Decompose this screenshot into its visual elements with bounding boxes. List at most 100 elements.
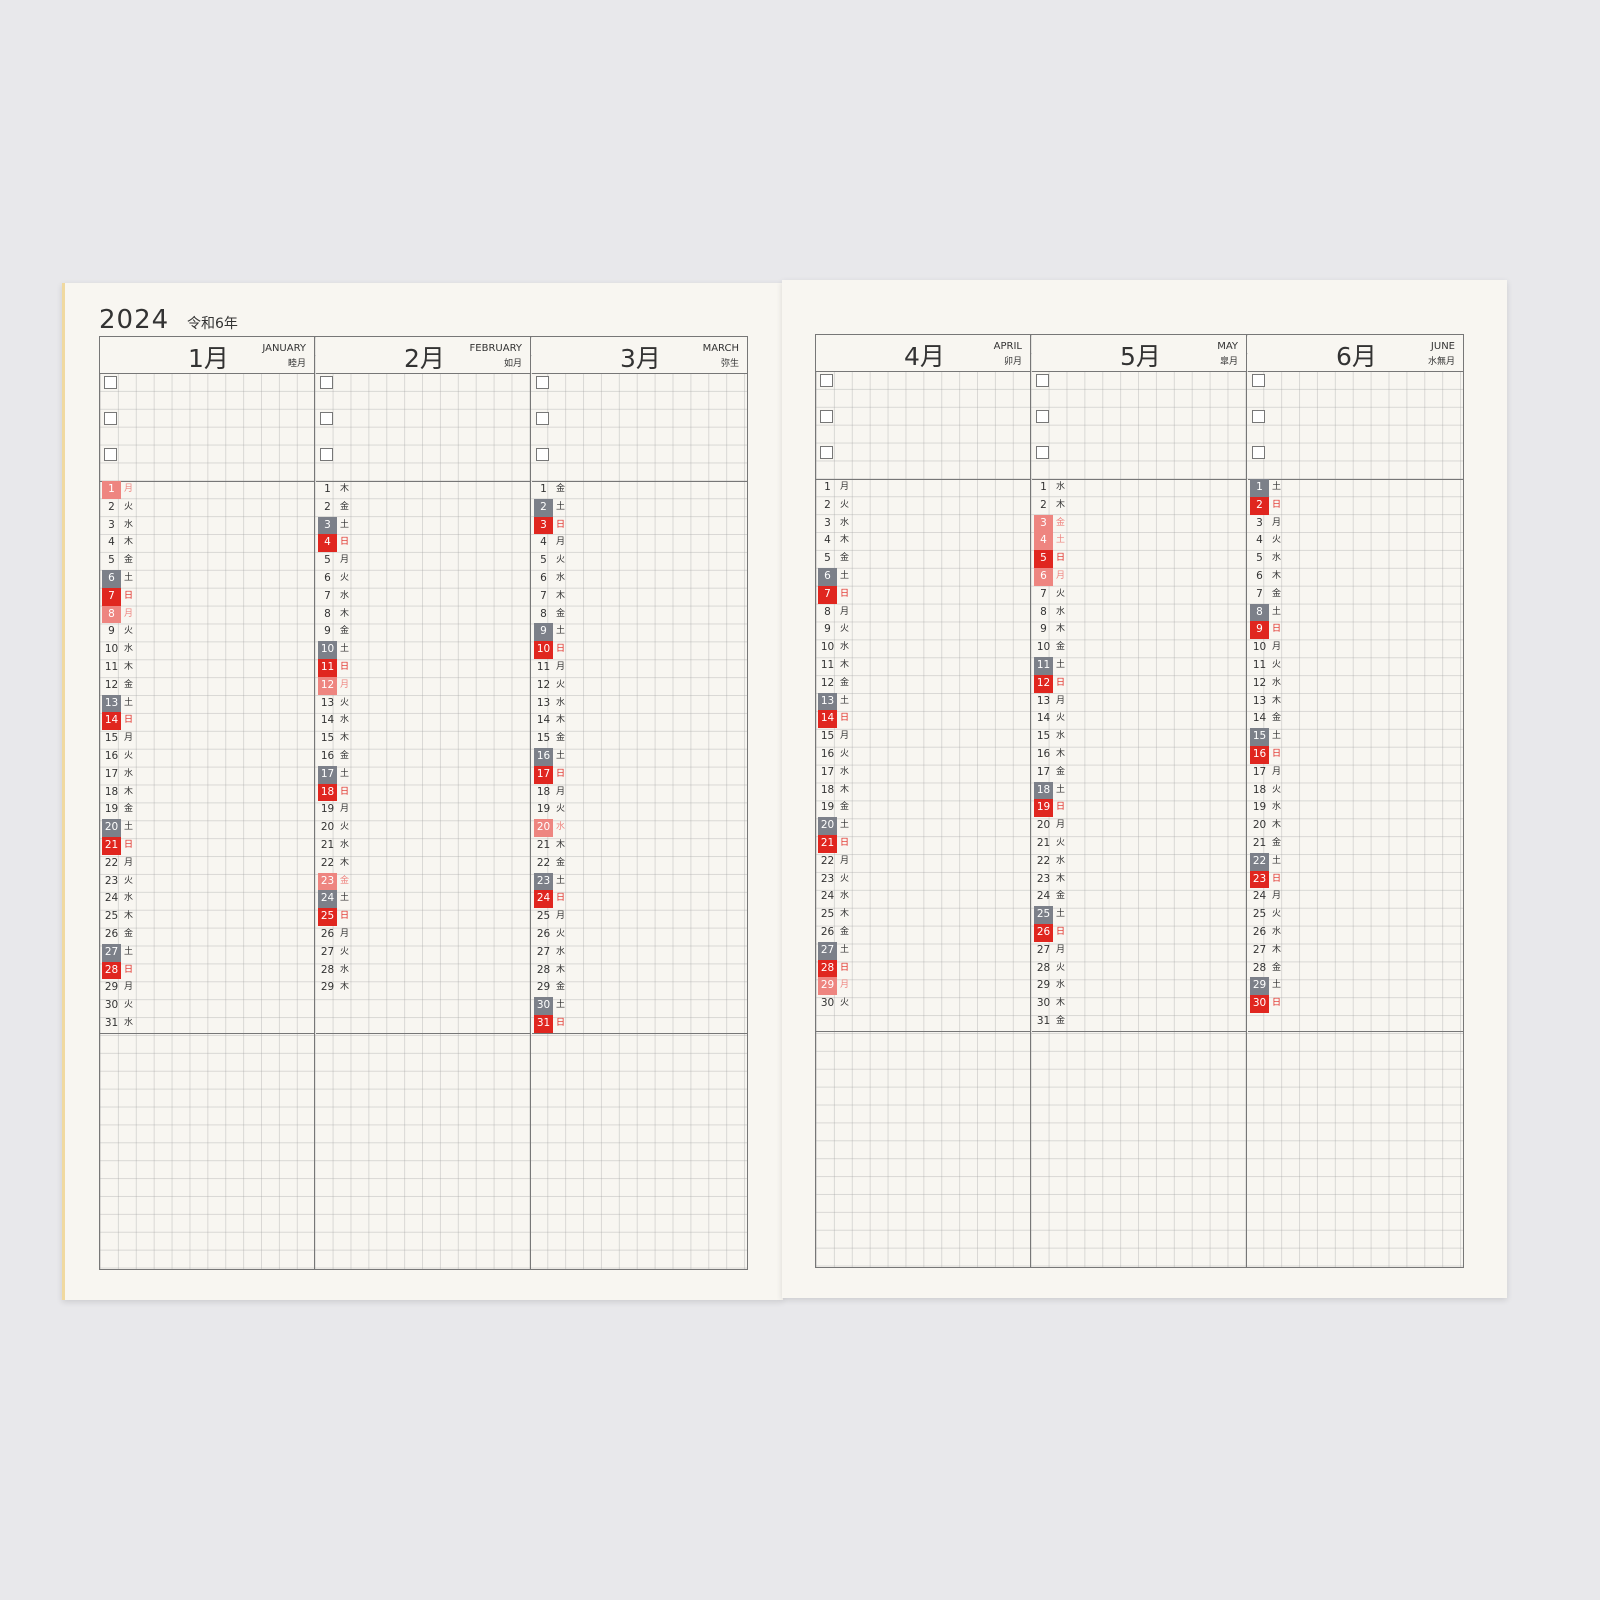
weekday-label: 土 — [1272, 980, 1282, 991]
checkbox[interactable] — [320, 448, 333, 461]
weekday-label: 日 — [1056, 677, 1066, 688]
day-number: 3 — [108, 518, 115, 531]
day-row: 19 金 — [818, 799, 878, 817]
day-number: 5 — [1034, 550, 1053, 568]
weekday-label: 土 — [124, 573, 134, 583]
checkbox[interactable] — [1036, 446, 1049, 459]
left-page: 2024 令和6年 1月 JANUARY 睦月 1 月 2 火 3 水 4 木 … — [62, 283, 783, 1300]
day-row: 2 土 — [534, 498, 594, 517]
day-number: 7 — [102, 587, 121, 606]
checkbox[interactable] — [1036, 410, 1049, 423]
day-row: 14 水 — [318, 712, 378, 730]
day-number: 21 — [536, 839, 551, 851]
weekday-label: 木 — [840, 784, 850, 795]
day-number: 5 — [324, 554, 331, 567]
checkbox[interactable] — [104, 412, 117, 425]
day-number: 2 — [108, 500, 115, 513]
checkbox[interactable] — [820, 446, 833, 459]
day-number: 11 — [536, 661, 551, 673]
day-row: 30 日 — [1250, 995, 1310, 1013]
day-number: 28 — [818, 959, 837, 978]
day-row: 10 水 — [818, 639, 878, 657]
day-row: 17 土 — [318, 765, 378, 784]
checkbox[interactable] — [1252, 410, 1265, 423]
day-row: 24 水 — [102, 890, 162, 908]
day-row: 9 土 — [534, 623, 594, 642]
weekday-label: 日 — [556, 893, 566, 904]
weekday-label: 金 — [124, 804, 134, 815]
day-row: 18 木 — [102, 784, 162, 802]
weekday-label: 金 — [124, 929, 134, 939]
day-row: 22 木 — [318, 855, 378, 873]
day-number: 22 — [320, 856, 335, 869]
day-row: 13 月 — [1034, 693, 1094, 711]
right-page: 4月 APRIL 卯月 1 月 2 火 3 水 4 木 5 金 6 土 7 日 … — [782, 280, 1507, 1298]
weekday-label: 金 — [1056, 766, 1066, 777]
checkbox[interactable] — [1252, 374, 1265, 387]
checkbox[interactable] — [320, 376, 333, 389]
day-number: 7 — [1040, 587, 1047, 600]
checkbox[interactable] — [536, 412, 549, 425]
months-grid-left: 1月 JANUARY 睦月 1 月 2 火 3 水 4 木 5 金 6 土 7 … — [99, 336, 748, 1270]
day-row: 26 金 — [102, 926, 162, 944]
weekday-label: 火 — [124, 751, 134, 761]
day-number: 16 — [534, 748, 553, 766]
weekday-label: 月 — [1272, 517, 1282, 528]
day-row: 27 火 — [318, 944, 378, 962]
day-row: 2 火 — [818, 497, 878, 515]
month-column: 1月 JANUARY 睦月 1 月 2 火 3 水 4 木 5 金 6 土 7 … — [100, 337, 315, 1269]
day-row: 14 日 — [818, 710, 878, 729]
weekday-label: 日 — [556, 644, 566, 655]
checkbox[interactable] — [536, 376, 549, 389]
day-number: 10 — [820, 641, 835, 654]
day-row: 5 火 — [534, 552, 594, 570]
weekday-label: 水 — [1056, 855, 1066, 866]
checkbox[interactable] — [1036, 374, 1049, 387]
checkbox[interactable] — [536, 448, 549, 461]
day-row: 26 金 — [818, 924, 878, 942]
day-row: 28 火 — [1034, 960, 1094, 978]
day-row: 1 木 — [318, 481, 378, 499]
weekday-label: 火 — [1272, 660, 1282, 670]
weekday-label: 水 — [124, 1018, 134, 1028]
day-row: 20 木 — [1250, 817, 1310, 835]
day-number: 17 — [534, 765, 553, 784]
weekday-label: 水 — [124, 893, 134, 904]
weekday-label: 火 — [840, 624, 850, 635]
day-row: 28 日 — [102, 961, 162, 980]
day-number: 1 — [540, 483, 547, 495]
day-row: 18 日 — [318, 783, 378, 802]
checkbox[interactable] — [320, 412, 333, 425]
weekday-label: 日 — [1056, 927, 1066, 937]
month-column: 2月 FEBRUARY 如月 1 木 2 金 3 土 4 日 5 月 6 火 7… — [316, 337, 531, 1269]
checkbox[interactable] — [1252, 446, 1265, 459]
day-number: 16 — [104, 750, 119, 762]
day-row: 15 金 — [534, 730, 594, 748]
checkbox[interactable] — [104, 448, 117, 461]
day-number: 1 — [102, 481, 121, 499]
weekday-label: 月 — [124, 857, 134, 868]
day-row: 1 土 — [1250, 479, 1310, 497]
day-number: 28 — [320, 963, 335, 976]
day-row: 11 日 — [318, 659, 378, 677]
weekday-label: 月 — [124, 484, 134, 494]
weekday-label: 水 — [124, 768, 134, 779]
day-number: 16 — [820, 748, 835, 760]
checkbox[interactable] — [820, 410, 833, 423]
weekday-label: 土 — [556, 875, 566, 886]
weekday-label: 木 — [1272, 944, 1282, 955]
day-number: 9 — [534, 623, 553, 642]
day-number: 14 — [320, 714, 335, 727]
day-number: 30 — [820, 997, 835, 1010]
weekday-label: 土 — [1272, 731, 1282, 742]
day-number: 14 — [536, 714, 551, 727]
goals-area — [316, 373, 530, 482]
day-number: 2 — [534, 498, 553, 517]
day-number: 20 — [1036, 819, 1051, 832]
weekday-label: 日 — [840, 962, 850, 973]
checkbox[interactable] — [820, 374, 833, 387]
day-row: 7 火 — [1034, 586, 1094, 604]
day-row: 18 月 — [534, 784, 594, 802]
checkbox[interactable] — [104, 376, 117, 389]
day-number: 27 — [102, 943, 121, 962]
